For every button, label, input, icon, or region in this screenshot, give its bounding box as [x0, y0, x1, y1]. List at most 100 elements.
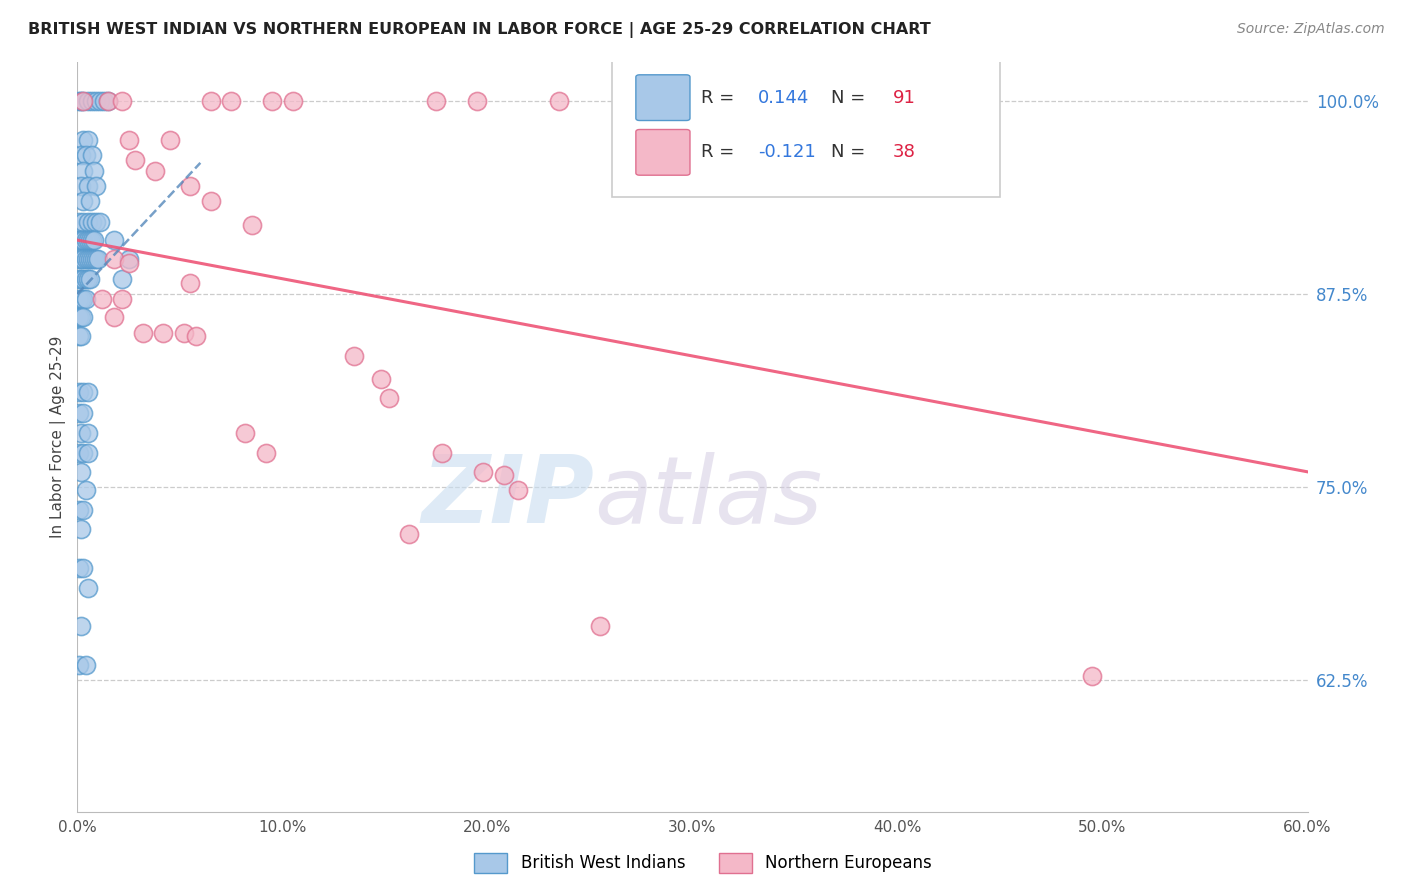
- Text: R =: R =: [702, 144, 734, 161]
- Point: [67, 233, 90, 247]
- Point: [76, 426, 98, 441]
- Point: [75, 233, 97, 247]
- Point: [67, 214, 90, 228]
- Point: [70, 329, 93, 343]
- Point: [173, 326, 195, 340]
- Text: 38: 38: [893, 144, 915, 161]
- Point: [111, 292, 134, 306]
- Point: [465, 94, 488, 108]
- Point: [76, 233, 98, 247]
- Point: [70, 252, 93, 266]
- Point: [200, 194, 222, 209]
- Point: [67, 560, 90, 574]
- Point: [72, 271, 94, 285]
- Point: [75, 483, 97, 498]
- Point: [70, 148, 93, 162]
- Point: [67, 329, 90, 343]
- Legend: British West Indians, Northern Europeans: British West Indians, Northern Europeans: [467, 847, 939, 880]
- Point: [67, 292, 90, 306]
- FancyBboxPatch shape: [636, 75, 690, 120]
- Point: [235, 426, 257, 441]
- Point: [97, 94, 120, 108]
- Point: [75, 657, 97, 672]
- Point: [1081, 669, 1104, 683]
- Point: [97, 94, 120, 108]
- Point: [90, 292, 114, 306]
- Point: [80, 233, 103, 247]
- Text: 91: 91: [893, 88, 915, 107]
- Point: [80, 252, 103, 266]
- Point: [219, 94, 242, 108]
- Point: [103, 310, 125, 325]
- Point: [72, 560, 94, 574]
- Point: [72, 252, 94, 266]
- Point: [70, 619, 93, 633]
- Point: [70, 94, 93, 108]
- Point: [72, 94, 94, 108]
- Point: [472, 465, 495, 479]
- Point: [186, 329, 208, 343]
- Point: [80, 94, 103, 108]
- Point: [508, 483, 530, 498]
- Point: [76, 271, 98, 285]
- Point: [67, 94, 90, 108]
- Point: [83, 163, 105, 178]
- Point: [84, 94, 107, 108]
- Point: [67, 446, 90, 460]
- Point: [72, 194, 94, 209]
- Point: [79, 233, 101, 247]
- FancyBboxPatch shape: [613, 59, 1000, 197]
- Point: [378, 391, 401, 405]
- Point: [75, 292, 97, 306]
- Point: [67, 310, 90, 325]
- Point: [117, 252, 139, 266]
- Point: [70, 310, 93, 325]
- Point: [76, 446, 98, 460]
- Point: [72, 406, 94, 420]
- Point: [84, 179, 107, 194]
- Point: [76, 252, 98, 266]
- Text: atlas: atlas: [595, 451, 823, 542]
- Point: [87, 252, 110, 266]
- Point: [83, 233, 105, 247]
- Point: [79, 252, 101, 266]
- Y-axis label: In Labor Force | Age 25-29: In Labor Force | Age 25-29: [51, 336, 66, 538]
- Point: [117, 133, 139, 147]
- Point: [76, 581, 98, 595]
- Point: [281, 94, 304, 108]
- Point: [70, 522, 93, 536]
- Point: [72, 133, 94, 147]
- Point: [79, 194, 101, 209]
- Point: [67, 503, 90, 517]
- Point: [67, 384, 90, 399]
- Point: [80, 214, 103, 228]
- Text: -0.121: -0.121: [758, 144, 815, 161]
- Point: [72, 292, 94, 306]
- Text: 0.144: 0.144: [758, 88, 808, 107]
- Point: [548, 94, 571, 108]
- Point: [89, 214, 111, 228]
- Text: N =: N =: [831, 88, 866, 107]
- FancyBboxPatch shape: [636, 129, 690, 175]
- Point: [72, 384, 94, 399]
- Point: [75, 252, 97, 266]
- Point: [262, 94, 284, 108]
- Text: R =: R =: [702, 88, 734, 107]
- Text: ZIP: ZIP: [422, 451, 595, 543]
- Text: BRITISH WEST INDIAN VS NORTHERN EUROPEAN IN LABOR FORCE | AGE 25-29 CORRELATION : BRITISH WEST INDIAN VS NORTHERN EUROPEAN…: [28, 22, 931, 38]
- Point: [67, 406, 90, 420]
- Point: [67, 271, 90, 285]
- Point: [72, 214, 94, 228]
- Point: [398, 526, 420, 541]
- Point: [143, 163, 166, 178]
- Point: [132, 326, 155, 340]
- Point: [124, 153, 146, 167]
- Point: [80, 148, 103, 162]
- Point: [89, 94, 111, 108]
- Point: [70, 179, 93, 194]
- Text: N =: N =: [831, 144, 866, 161]
- Text: Source: ZipAtlas.com: Source: ZipAtlas.com: [1237, 22, 1385, 37]
- Point: [75, 271, 97, 285]
- Point: [117, 256, 139, 270]
- Point: [432, 446, 454, 460]
